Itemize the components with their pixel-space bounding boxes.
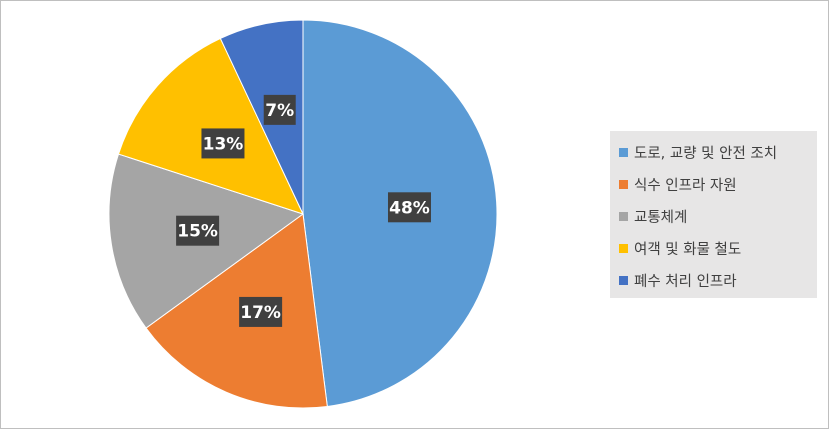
legend-label: 도로, 교량 및 안전 조치 xyxy=(634,145,778,162)
legend-item: 식수 인프라 자원 xyxy=(619,168,817,200)
legend-item: 도로, 교량 및 안전 조치 xyxy=(619,136,817,168)
data-label: 15% xyxy=(176,215,220,246)
data-label-box xyxy=(239,296,283,327)
legend-label: 폐수 처리 인프라 xyxy=(634,273,737,290)
data-label-text: 48% xyxy=(389,198,430,218)
legend-label: 여객 및 화물 철도 xyxy=(634,241,742,258)
pie-slice xyxy=(117,37,304,215)
legend-swatch xyxy=(619,275,628,285)
legend-item: 교통체계 xyxy=(619,200,817,232)
data-label: 13% xyxy=(201,128,245,159)
data-label: 48% xyxy=(387,192,431,223)
data-label-text: 15% xyxy=(177,222,218,242)
legend-label: 교통체계 xyxy=(634,209,688,226)
legend-swatch xyxy=(619,147,628,157)
legend-item: 폐수 처리 인프라 xyxy=(619,264,817,296)
data-label-box xyxy=(201,128,245,159)
data-label-box xyxy=(263,94,296,125)
legend-item: 여객 및 화물 철도 xyxy=(619,232,817,264)
pie-slice xyxy=(145,213,328,409)
data-label-text: 17% xyxy=(240,303,281,323)
legend-swatch xyxy=(619,243,628,253)
data-label-box xyxy=(176,215,220,246)
pie-slice xyxy=(219,19,304,215)
data-label-text: 7% xyxy=(265,101,294,121)
data-label: 17% xyxy=(239,296,283,327)
data-label-text: 13% xyxy=(203,134,244,154)
legend: 도로, 교량 및 안전 조치 식수 인프라 자원 교통체계 여객 및 화물 철도… xyxy=(610,131,817,298)
data-label-box xyxy=(387,192,431,223)
data-label: 7% xyxy=(263,94,296,125)
legend-label: 식수 인프라 자원 xyxy=(634,177,737,194)
legend-swatch xyxy=(619,179,628,189)
legend-swatch xyxy=(619,211,628,221)
